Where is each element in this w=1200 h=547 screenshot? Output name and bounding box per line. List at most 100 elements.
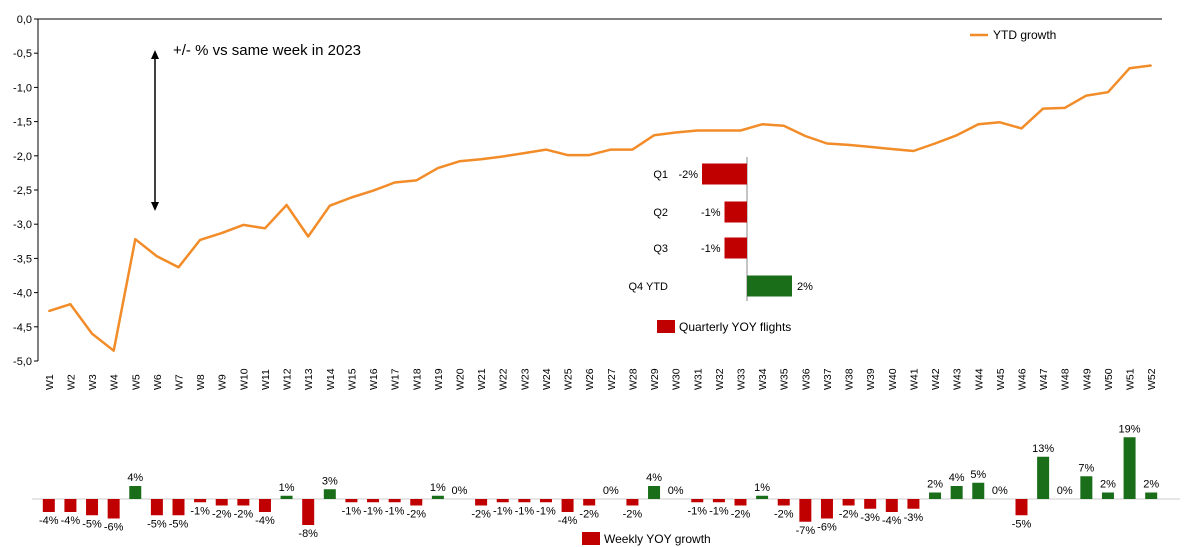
data-point [134,238,137,241]
x-tick-label: W18 [411,368,423,390]
x-tick-label: W5 [130,374,142,390]
weekly-value-label: 4% [646,472,662,484]
weekly-value-label: -7% [796,525,816,537]
quarterly-bar [724,237,747,259]
x-tick-label: W31 [692,368,704,390]
data-point [696,129,699,132]
weekly-value-label: 1% [279,482,295,494]
weekly-value-label: 19% [1119,423,1141,435]
weekly-value-label: -4% [39,515,59,527]
weekly-value-label: 0% [668,485,684,497]
legend-label-quarterly: Quarterly YOY flights [679,320,791,334]
weekly-value-label: 1% [754,482,770,494]
weekly-value-label: -4% [61,515,81,527]
x-tick-label: W34 [757,368,769,390]
y-tick-label: -2,0 [13,151,32,163]
arrow-head-up [151,50,159,59]
weekly-value-label: -5% [82,518,102,530]
weekly-bar [107,499,120,519]
weekly-bar [929,492,942,499]
x-tick-label: W29 [649,368,661,390]
weekly-value-label: -1% [687,505,707,517]
weekly-bar [691,499,704,503]
x-tick-label: W30 [671,368,683,390]
y-tick-label: -4,0 [13,288,32,300]
weekly-bar [215,499,228,506]
x-tick-label: W33 [736,368,748,390]
weekly-bar [1037,456,1050,499]
data-point [761,123,763,126]
quarterly-value-label: -2% [678,169,698,181]
weekly-bar [885,499,898,512]
x-tick-label: W27 [606,368,618,390]
annotation-text: +/- % vs same week in 2023 [173,42,361,59]
x-tick-label: W20 [455,368,467,390]
data-point [1150,64,1152,67]
legend-swatch-weekly [582,532,600,545]
weekly-value-label: -3% [860,512,880,524]
x-tick-label: W37 [822,368,834,390]
weekly-bar [864,499,877,509]
weekly-bar [712,499,725,503]
legend-label-ytd-growth: YTD growth [993,28,1056,42]
y-tick-label: 0,0 [17,14,32,26]
quarterly-value-label: -1% [701,207,721,219]
data-point [1107,91,1109,93]
weekly-bar [1101,492,1114,499]
x-tick-label: W4 [109,374,121,390]
weekly-bar [129,486,142,499]
weekly-bar [302,499,315,525]
x-tick-label: W52 [1146,368,1158,390]
quarterly-bar [747,275,792,297]
data-point [869,146,871,148]
weekly-bar [42,499,55,512]
weekly-bar [756,495,769,499]
data-point [285,204,288,206]
data-point [566,154,569,156]
weekly-value-label: -4% [255,515,275,527]
y-tick-label: -4,5 [13,322,32,334]
x-tick-label: W38 [844,368,856,390]
weekly-bar [626,499,639,506]
y-tick-label: -3,5 [13,253,32,265]
data-point [891,148,893,150]
quarterly-bar [724,201,747,223]
legend-swatch-quarterly [657,320,675,333]
weekly-bar [1145,492,1158,499]
x-tick-label: W28 [627,368,639,390]
weekly-value-label: 4% [127,472,143,484]
weekly-bar [150,499,163,516]
data-point [955,134,958,137]
weekly-value-label: -8% [298,528,318,540]
y-tick-label: -0,5 [13,48,32,60]
data-point [48,310,50,312]
weekly-bar [172,499,185,516]
weekly-value-label: -1% [385,505,405,517]
data-point [501,155,504,158]
weekly-value-label: 0% [1057,485,1073,497]
weekly-bar-chart: -4% -4% -5% -6%4%-5% -5%-1% -2% -2%-4%1%-8%3%-… [32,423,1180,546]
weekly-bar [367,499,380,503]
weekly-bar [475,499,488,506]
data-point [1128,67,1131,70]
data-point [934,142,936,145]
data-point [177,266,180,269]
weekly-bar [86,499,99,516]
weekly-value-label: -1% [493,505,513,517]
x-tick-label: W3 [87,374,99,390]
data-point [1042,107,1044,110]
x-tick-label: W45 [995,368,1007,390]
weekly-bar [280,495,293,499]
y-tick-label: -1,5 [13,117,32,129]
weekly-bar [345,499,358,503]
data-point [350,196,353,199]
x-tick-label: W41 [908,368,920,390]
data-point [847,144,850,146]
data-point [739,129,742,132]
y-tick-label: -5,0 [13,356,32,368]
data-point [480,158,482,161]
data-point [804,135,807,137]
weekly-bar [1080,476,1093,499]
quarterly-category-label: Q2 [653,207,668,219]
